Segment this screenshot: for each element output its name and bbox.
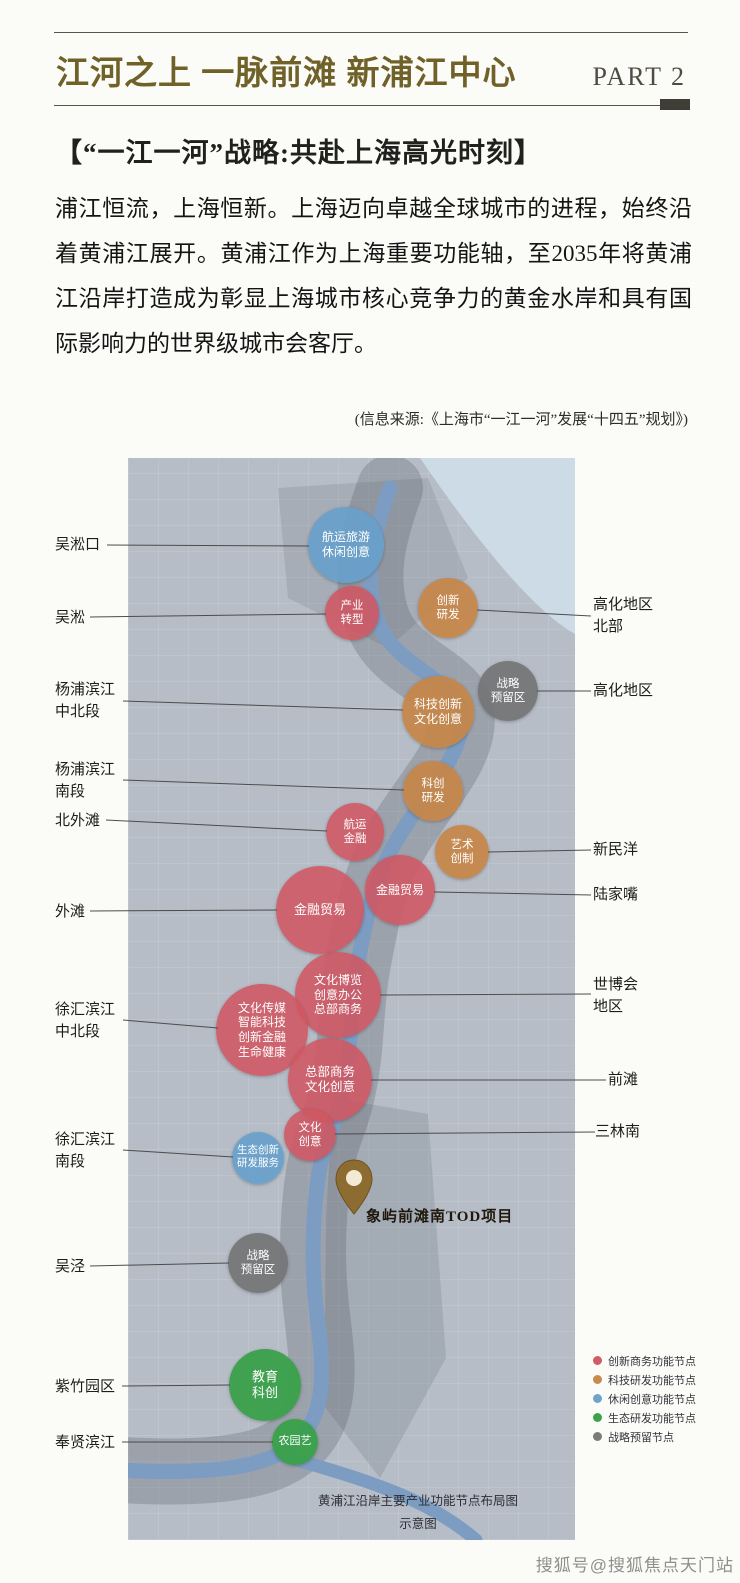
label-xinminyang: 新民洋 [593, 841, 639, 858]
node-tech-culture: 科技创新 文化创意 [402, 676, 474, 748]
label-fengxian-riverside: 奉贤滨江 [55, 1434, 116, 1451]
label-sanlin-south: 三林南 [595, 1123, 641, 1140]
label-zizhu-park: 紫竹园区 [55, 1378, 116, 1395]
part-number: PART 2 [592, 62, 686, 91]
label-yangpu-midnorth: 杨浦滨江 中北段 [55, 681, 116, 720]
node-industry-transform: 产业 转型 [325, 586, 379, 640]
page-title: 江河之上 一脉前滩 新浦江中心 [56, 56, 517, 92]
node-strategic-reserve-north: 战略 预留区 [478, 661, 538, 721]
legend-item: 休闲创意功能节点 [593, 1389, 696, 1408]
sohu-watermark: 搜狐号@搜狐焦点天门站 [535, 1556, 734, 1575]
node-education-scitech: 教育 科创 [229, 1349, 301, 1421]
label-yangpu-south: 杨浦滨江 南段 [55, 761, 116, 800]
map-legend: 创新商务功能节点 科技研发功能节点 休闲创意功能节点 生态研发功能节点 战略预留… [593, 1351, 696, 1446]
project-pin-icon [333, 1158, 375, 1221]
legend-label: 科技研发功能节点 [608, 1374, 696, 1387]
legend-label: 休闲创意功能节点 [608, 1393, 696, 1406]
node-scitech-rd: 科创 研发 [403, 761, 463, 821]
node-media-smarttech-health: 文化传媒 智能科技 创新金融 生命健康 [216, 984, 308, 1076]
node-culture-expo-office: 文化博览 创意办公 总部商务 [295, 952, 381, 1038]
node-culture-creative: 文化 创意 [284, 1109, 336, 1161]
node-innovation-rd: 创新 研发 [418, 578, 478, 638]
label-gaohua: 高化地区 [593, 682, 654, 699]
header-rule-bottom [54, 99, 690, 110]
label-xuhui-midnorth: 徐汇滨江 中北段 [55, 1001, 116, 1040]
label-xuhui-south: 徐汇滨江 南段 [55, 1131, 116, 1170]
label-wujing: 吴泾 [55, 1258, 86, 1275]
yangtze-estuary [420, 458, 575, 634]
header-endcap-decoration [660, 99, 690, 110]
node-shipping-finance: 航运 金融 [326, 803, 384, 861]
section-body-text: 浦江恒流，上海恒新。上海迈向卓越全球城市的进程，始终沿着黄浦江展开。黄浦江作为上… [55, 196, 692, 356]
reserve-node-dot-icon [593, 1432, 602, 1441]
node-eco-innovation-service: 生态创新 研发服务 [232, 1132, 284, 1184]
node-hq-business-culture: 总部商务 文化创意 [288, 1038, 372, 1122]
tech-node-dot-icon [593, 1375, 602, 1384]
eco-node-dot-icon [593, 1413, 602, 1422]
innovation-node-dot-icon [593, 1356, 602, 1365]
node-finance-trade-lujiazui: 金融贸易 [365, 855, 435, 925]
legend-item: 创新商务功能节点 [593, 1351, 696, 1370]
map-caption-title: 黄浦江沿岸主要产业功能节点布局图 [317, 1494, 518, 1508]
page-header: 江河之上 一脉前滩 新浦江中心 PART 2 [54, 32, 690, 110]
legend-label: 创新商务功能节点 [608, 1355, 696, 1368]
label-wusong: 吴淞 [55, 609, 86, 626]
leisure-node-dot-icon [593, 1394, 602, 1403]
map-caption: 黄浦江沿岸主要产业功能节点布局图 示意图 [268, 1490, 568, 1532]
source-citation: (信息来源:《上海市“一江一河”发展“十四五”规划》) [354, 412, 688, 428]
legend-label: 生态研发功能节点 [608, 1412, 696, 1425]
label-expo-area: 世博会 地区 [593, 976, 639, 1015]
project-pin-label: 象屿前滩南TOD项目 [366, 1209, 514, 1225]
map-caption-note: 示意图 [399, 1517, 437, 1531]
map-figure: 航运旅游 休闲创意 产业 转型 创新 研发 科技创新 文化创意 战略 预留区 科… [0, 458, 740, 1540]
node-shipping-tourism: 航运旅游 休闲创意 [308, 507, 384, 583]
legend-item: 生态研发功能节点 [593, 1408, 696, 1427]
legend-label: 战略预留节点 [608, 1431, 674, 1444]
node-agri-garden: 农园艺 [272, 1419, 318, 1465]
huangpu-river-map: 航运旅游 休闲创意 产业 转型 创新 研发 科技创新 文化创意 战略 预留区 科… [128, 458, 575, 1540]
node-strategic-reserve-south: 战略 预留区 [228, 1233, 288, 1293]
node-finance-trade-bund: 金融贸易 [276, 866, 364, 954]
legend-item: 战略预留节点 [593, 1427, 696, 1446]
label-gaohua-north: 高化地区 北部 [593, 596, 654, 635]
label-north-bund: 北外滩 [55, 812, 101, 829]
label-lujiazui: 陆家嘴 [593, 886, 639, 903]
label-bund: 外滩 [55, 903, 86, 920]
label-wusongkou: 吴淞口 [55, 536, 101, 553]
node-art-creation: 艺术 创制 [435, 825, 489, 879]
section-heading: 【“一江一河”战略:共赴上海高光时刻】 [55, 138, 542, 168]
label-qiantan: 前滩 [608, 1071, 639, 1088]
legend-item: 科技研发功能节点 [593, 1370, 696, 1389]
header-rule-top [54, 32, 688, 33]
